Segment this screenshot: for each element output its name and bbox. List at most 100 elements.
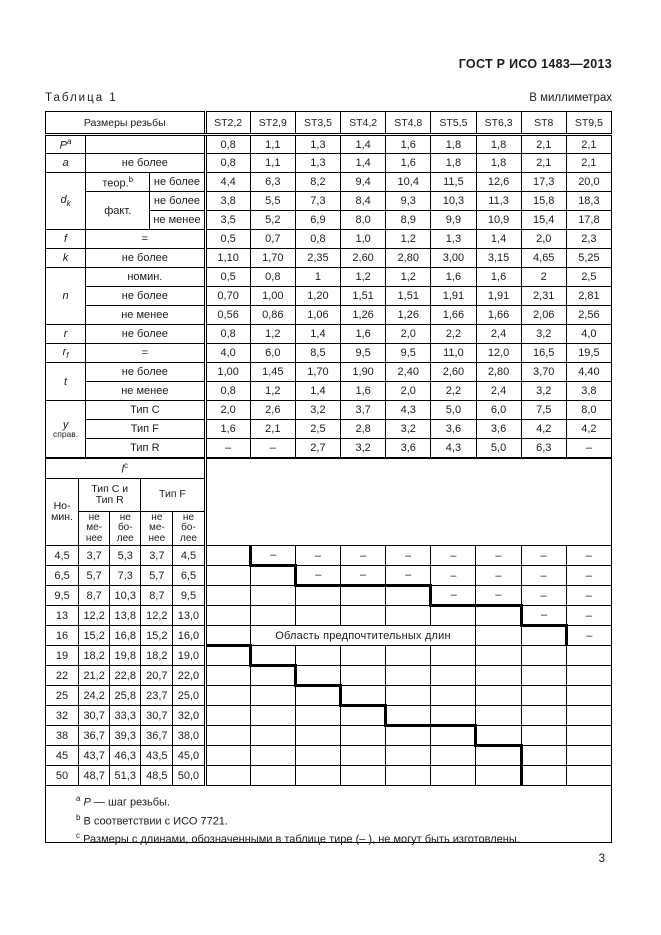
units-label: В миллиметрах — [529, 92, 612, 104]
value-cell: 1,8 — [430, 153, 477, 173]
availability-grid-cell — [294, 605, 341, 626]
max-header: не бо- лее — [109, 511, 142, 546]
value-cell: 0,8 — [294, 229, 342, 249]
availability-grid-cell — [203, 585, 251, 606]
doc-reference: ГОСТ Р ИСО 1483—2013 — [458, 57, 612, 71]
value-cell: 5,0 — [475, 438, 522, 458]
value-cell: 1 — [294, 267, 342, 287]
nominal-header: Но- мин. — [44, 478, 80, 546]
value-cell: 4,3 — [385, 400, 432, 420]
length-row: 13 12,2 13,8 12,2 13,0– – — [44, 605, 613, 627]
value-cell: 3,15 — [475, 248, 522, 268]
length-value-cell: 13,8 — [109, 605, 142, 626]
value-cell: 0,86 — [249, 305, 296, 325]
availability-grid-cell — [430, 685, 477, 706]
param-symbol-k: k — [44, 248, 87, 268]
value-cell: 1,51 — [340, 286, 387, 306]
length-value-cell: 16,8 — [109, 625, 142, 646]
length-row: 6,5 5,7 7,3 5,7 6,5– – – – – – – — [44, 565, 613, 587]
value-cell: 0,8 — [203, 134, 251, 154]
length-value-cell: 22,8 — [109, 665, 142, 686]
value-cell: 0,8 — [203, 381, 251, 401]
value-cell: – — [565, 438, 613, 458]
value-cell: 1,70 — [249, 248, 296, 268]
value-cell: 1,4 — [340, 153, 387, 173]
value-cell: 12,0 — [475, 343, 522, 363]
availability-grid-cell — [249, 685, 296, 706]
spec-cell-empty — [85, 134, 206, 154]
value-cell: 12,6 — [475, 172, 522, 192]
value-cell: 1,10 — [203, 248, 251, 268]
param-row-r: r не более 0,8 1,2 1,4 1,6 2,0 2,2 2,4 3,2 4,0 — [44, 324, 613, 344]
availability-grid-cell — [203, 644, 252, 666]
value-cell: 1,2 — [249, 381, 296, 401]
value-cell: 0,8 — [203, 324, 251, 344]
length-minmax-row: не ме- нее не бо- лее не ме- нее не бо- … — [46, 511, 612, 546]
size-column-header: ST3,5 — [294, 111, 342, 136]
length-value-cell: 12,2 — [140, 605, 174, 626]
availability-grid-cell — [339, 585, 387, 606]
availability-grid-cell — [203, 685, 251, 706]
value-cell: – — [249, 438, 296, 458]
spec-cell-teor: теор.b — [85, 172, 151, 192]
value-cell: 3,8 — [203, 191, 251, 211]
param-symbol-P: Pa — [44, 134, 87, 154]
param-symbol-y: y справ. — [44, 400, 87, 458]
length-group-row: Но- мин. Тип C и Тип R Тип F — [44, 478, 612, 546]
length-value-cell: 3,7 — [140, 545, 174, 566]
availability-grid-cell — [203, 665, 251, 686]
length-value-cell: 5,7 — [78, 565, 111, 586]
value-cell: 1,2 — [340, 267, 387, 287]
table-caption: Таблица 1 — [45, 92, 118, 104]
value-cell: 2,2 — [430, 381, 477, 401]
availability-grid-cell — [203, 605, 251, 626]
value-cell: 7,5 — [520, 400, 567, 420]
value-cell: 3,5 — [203, 210, 251, 230]
value-cell: 4,65 — [520, 248, 567, 268]
value-cell: 4,0 — [565, 324, 613, 344]
value-cell: 10,3 — [430, 191, 477, 211]
length-value-cell: 30,7 — [140, 705, 174, 726]
param-row-dk-fact-min: не менее 3,5 5,2 6,9 8,0 8,9 9,9 10,9 15,4 17,8 — [46, 210, 613, 230]
availability-grid-cell — [520, 745, 567, 766]
availability-grid-cell: – — [385, 565, 432, 587]
length-row: 9,5 8,7 10,3 8,7 9,5– – – – — [44, 585, 613, 607]
availability-grid-cell: – — [430, 565, 477, 586]
value-cell: 1,6 — [385, 153, 432, 173]
value-cell: 2,60 — [340, 248, 387, 268]
value-cell: 1,00 — [249, 286, 296, 306]
value-cell: 15,8 — [520, 191, 567, 211]
value-cell: 1,51 — [385, 286, 432, 306]
availability-grid-cell — [520, 625, 568, 646]
param-row-dk-fact-max: факт. не более 3,8 5,5 7,3 8,4 9,3 10,3 11,3 15… — [46, 191, 613, 230]
value-cell: 2 — [520, 267, 567, 287]
value-cell: 0,56 — [203, 305, 251, 325]
value-cell: 1,06 — [294, 305, 342, 325]
availability-grid-cell — [430, 725, 478, 746]
availability-grid-cell: – — [565, 605, 613, 626]
param-symbol-t: t — [44, 362, 87, 401]
spec-cell: не менее — [85, 381, 206, 401]
value-cell: 8,5 — [294, 343, 342, 363]
value-cell: 8,4 — [340, 191, 387, 211]
param-row-P: Pa 0,8 1,1 1,3 1,4 1,6 1,8 1,8 2,1 2,1 — [44, 134, 613, 154]
availability-grid-cell — [565, 745, 613, 766]
spec-cell: номин. — [85, 267, 206, 287]
availability-grid-cell — [520, 765, 567, 786]
value-cell: 0,70 — [203, 286, 251, 306]
length-nominal-cell: 6,5 — [44, 565, 80, 586]
value-cell: 2,1 — [520, 153, 567, 173]
value-cell: 2,7 — [294, 438, 342, 458]
param-symbol-a: a — [44, 153, 87, 173]
value-cell: 3,70 — [520, 362, 567, 382]
param-row-y-c: y справ. Тип C 2,0 2,6 3,2 3,7 4,3 5,0 6,0 7,5 8… — [44, 400, 613, 458]
param-symbol-r: r — [44, 324, 87, 344]
length-value-cell: 15,2 — [140, 625, 174, 646]
value-cell: 2,0 — [203, 400, 251, 420]
value-cell: 1,6 — [340, 324, 387, 344]
length-nominal-cell: 50 — [44, 765, 80, 786]
value-cell: 1,0 — [340, 229, 387, 249]
value-cell: 1,8 — [430, 134, 477, 154]
length-value-cell: 10,3 — [109, 585, 142, 606]
max-header: не бо- лее — [172, 511, 206, 546]
